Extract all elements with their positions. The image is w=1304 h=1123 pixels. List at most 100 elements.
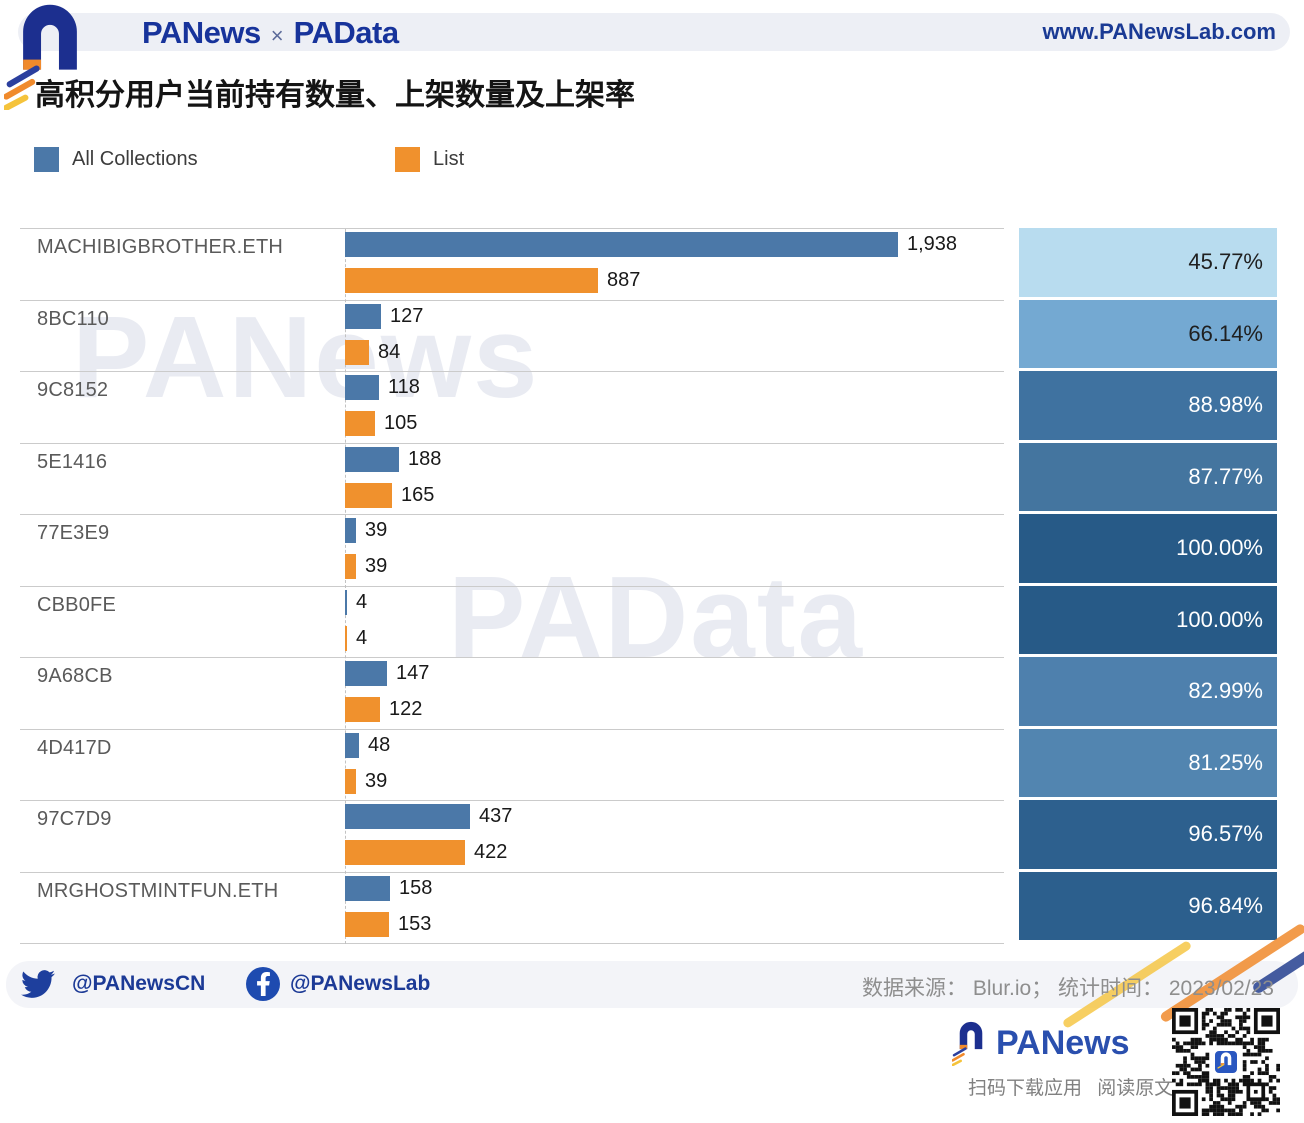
footer-band [6, 961, 1298, 1008]
row-category-label: 97C7D9 [37, 808, 112, 830]
facebook-handle[interactable]: @PANewsLab [290, 972, 431, 995]
rate-cell: 87.77% [1019, 442, 1277, 511]
bar-value-label: 153 [398, 912, 432, 935]
site-url[interactable]: www.PANewsLab.com [1042, 19, 1277, 44]
bar-value-label: 188 [408, 447, 442, 470]
row-category-label: MACHIBIGBROTHER.ETH [37, 236, 284, 258]
bar-value-label: 437 [479, 805, 513, 827]
rate-cell: 96.84% [1019, 871, 1277, 940]
chart-row: 8BC110 127 84 [20, 301, 1004, 372]
bar-value-label: 147 [396, 662, 430, 684]
row-bars: 48 39 [345, 730, 1004, 801]
row-bars: 437 422 [345, 801, 1004, 872]
chart-row: 97C7D9 437 422 [20, 801, 1004, 873]
rate-column: 45.77% 66.14% 88.98% 87.77% 100.00% 100.00% 82… [1019, 228, 1277, 943]
legend-swatch-list [395, 147, 420, 172]
rate-cell: 96.57% [1019, 800, 1277, 869]
bar-line: 39 [345, 768, 1004, 794]
row-bars: 147 122 [345, 658, 1004, 729]
twitter-icon[interactable] [20, 967, 56, 1001]
bar-line: 165 [345, 482, 1004, 508]
rate-cell: 100.00% [1019, 585, 1277, 654]
data-source-note: 数据来源： Blur.io； 统计时间： 2023/02/23 [862, 977, 1274, 1000]
bar-line: 887 [345, 268, 1004, 293]
bar-value-label: 48 [368, 733, 391, 756]
rate-cell: 88.98% [1019, 371, 1277, 440]
legend-label-list: List [433, 148, 465, 170]
watermark-panews: PANews [72, 292, 540, 422]
bar-line: 422 [345, 840, 1004, 865]
row-category-label: MRGHOSTMINTFUN.ETH [37, 879, 279, 902]
row-bars: 118 105 [345, 372, 1004, 443]
row-category-label: CBB0FE [37, 593, 117, 616]
bar-line: 4 [345, 589, 1004, 615]
rate-cell: 81.25% [1019, 728, 1277, 797]
bar-list [345, 411, 375, 436]
rate-cell: 82.99% [1019, 657, 1277, 726]
bar-line: 105 [345, 411, 1004, 436]
row-bars: 39 39 [345, 515, 1004, 586]
rate-cell: 45.77% [1019, 228, 1277, 297]
bar-line: 48 [345, 732, 1004, 758]
chart-rows: MACHIBIGBROTHER.ETH 1,938 887 8BC110 127 84 9C… [20, 229, 1004, 944]
bar-list [345, 554, 356, 579]
row-category-label: 9C8152 [37, 379, 109, 401]
bar-list [345, 768, 356, 794]
chart-row: 9A68CB 147 122 [20, 658, 1004, 730]
chart-row: 5E1416 188 165 [20, 444, 1004, 515]
bar-value-label: 39 [365, 519, 388, 541]
chart-row: MACHIBIGBROTHER.ETH 1,938 887 [20, 229, 1004, 301]
axis-baseline [345, 229, 346, 944]
bar-all-collections [345, 732, 359, 758]
bar-value-label: 105 [384, 412, 418, 434]
bar-line: 84 [345, 339, 1004, 365]
bar-value-label: 39 [365, 555, 388, 577]
row-bars: 127 84 [345, 301, 1004, 372]
brand-padata: PAData [293, 15, 399, 50]
panews-magnet-mini-icon [952, 1020, 984, 1066]
row-category-label: 9A68CB [37, 665, 113, 687]
row-category-label: 77E3E9 [37, 522, 110, 544]
header-band [18, 13, 1290, 51]
bar-list [345, 339, 369, 365]
row-bars: 158 153 [345, 873, 1004, 944]
bar-line: 39 [345, 518, 1004, 543]
brand-cross-icon: × [270, 23, 284, 48]
legend-item-all-collections: All Collections [34, 147, 198, 172]
bar-line: 4 [345, 625, 1004, 651]
facebook-icon[interactable] [246, 967, 280, 1001]
bar-list [345, 840, 465, 865]
row-bars: 188 165 [345, 444, 1004, 515]
bar-list [345, 268, 598, 293]
bar-value-label: 165 [401, 483, 435, 506]
legend-swatch-all-collections [34, 147, 59, 172]
bar-value-label: 127 [390, 304, 424, 327]
chart-row: 9C8152 118 105 [20, 372, 1004, 444]
twitter-handle[interactable]: @PANewsCN [72, 972, 206, 995]
bar-line: 118 [345, 375, 1004, 400]
bar-list [345, 482, 392, 508]
bar-line: 122 [345, 697, 1004, 722]
chart-row: 77E3E9 39 39 [20, 515, 1004, 587]
bar-all-collections [345, 446, 399, 472]
bar-all-collections [345, 589, 347, 615]
bar-all-collections [345, 232, 898, 257]
bar-value-label: 887 [607, 269, 641, 291]
row-category-label: 5E1416 [37, 450, 108, 473]
bar-list [345, 911, 389, 937]
page-title: 高积分用户当前持有数量、上架数量及上架率 [35, 79, 635, 112]
bar-all-collections [345, 804, 470, 829]
bar-line: 147 [345, 661, 1004, 686]
bar-list [345, 697, 380, 722]
bar-chart: MACHIBIGBROTHER.ETH 1,938 887 8BC110 127 84 9C… [20, 228, 1004, 944]
promo-caption: 扫码下载应用 阅读原文 [968, 1078, 1174, 1099]
bar-value-label: 122 [389, 698, 423, 720]
bar-value-label: 422 [474, 841, 508, 863]
qr-center-logo-icon [1213, 1049, 1239, 1075]
promo-brand: PANews [996, 1024, 1130, 1062]
bar-value-label: 158 [399, 876, 433, 899]
bar-all-collections [345, 518, 356, 543]
bar-line: 437 [345, 804, 1004, 829]
qr-code [1172, 1008, 1280, 1116]
